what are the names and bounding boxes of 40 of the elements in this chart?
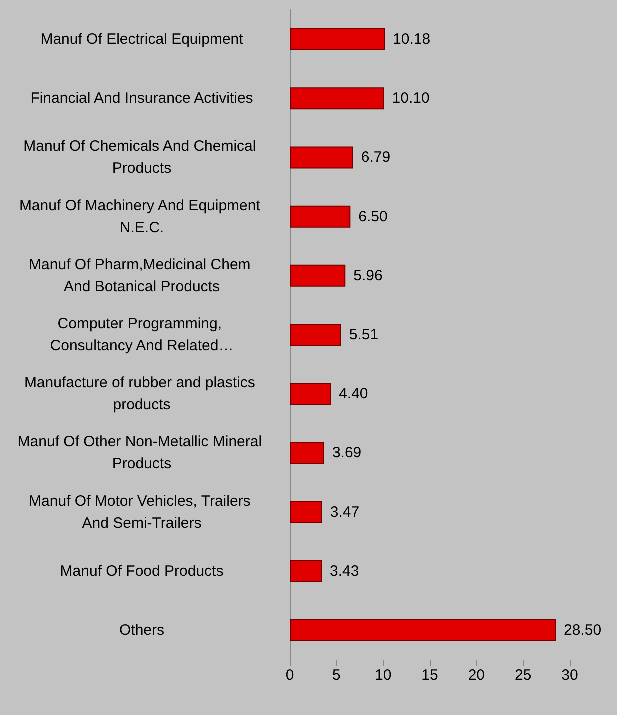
data-label: 6.50 — [358, 208, 388, 226]
data-label: 10.10 — [392, 90, 430, 108]
y-tick-label: Manuf Of Other Non-Metallic Mineral Products — [18, 434, 266, 473]
data-label: 3.69 — [332, 444, 362, 462]
data-label: 5.96 — [354, 267, 383, 284]
data-label: 3.47 — [330, 504, 360, 521]
bar — [290, 146, 354, 169]
x-tick-label: 20 — [468, 667, 486, 684]
y-tick-label: Manuf Of Electrical Equipment — [40, 31, 244, 48]
data-label: 4.40 — [339, 386, 368, 403]
data-label: 5.51 — [349, 326, 379, 344]
bar — [290, 264, 346, 287]
bar — [290, 88, 384, 110]
y-tick-label: Manuf Of Food Products — [60, 562, 224, 580]
y-tick-label: Others — [119, 622, 165, 639]
x-tick-label: 25 — [514, 667, 532, 684]
x-tick-label: 30 — [562, 667, 578, 684]
y-tick-label: Manufacture of rubber and plastics products — [24, 374, 260, 414]
y-tick-label: Manuf Of Pharm,Medicinal Chem And Botanical Products — [29, 256, 255, 296]
x-tick-label: 10 — [374, 667, 392, 684]
data-label: 6.79 — [361, 149, 391, 166]
y-tick-label: Manuf Of Chemicals And Chemical Products — [24, 138, 260, 178]
y-tick-label: Manuf Of Motor Vehicles, Trailers And Semi-Trailers — [29, 492, 255, 532]
data-label: 3.43 — [330, 562, 360, 580]
y-tick-label: Manuf Of Machinery And Equipment N.E.C. — [19, 197, 265, 236]
x-tick-label: 5 — [332, 667, 341, 684]
y-tick-label: Computer Programming, Consultancy And Related… — [50, 316, 234, 354]
bar — [290, 560, 322, 582]
bar — [290, 28, 386, 51]
bar — [290, 442, 324, 464]
bar — [290, 619, 556, 642]
y-tick-label: Financial And Insurance Activities — [30, 90, 254, 108]
data-label: 10.18 — [393, 31, 431, 48]
x-tick-label: 15 — [422, 667, 438, 684]
bar — [290, 206, 351, 228]
bar — [290, 501, 322, 524]
bar — [290, 383, 332, 406]
x-tick-label: 0 — [286, 667, 294, 684]
bar — [290, 324, 342, 346]
data-label: 28.50 — [564, 622, 602, 639]
